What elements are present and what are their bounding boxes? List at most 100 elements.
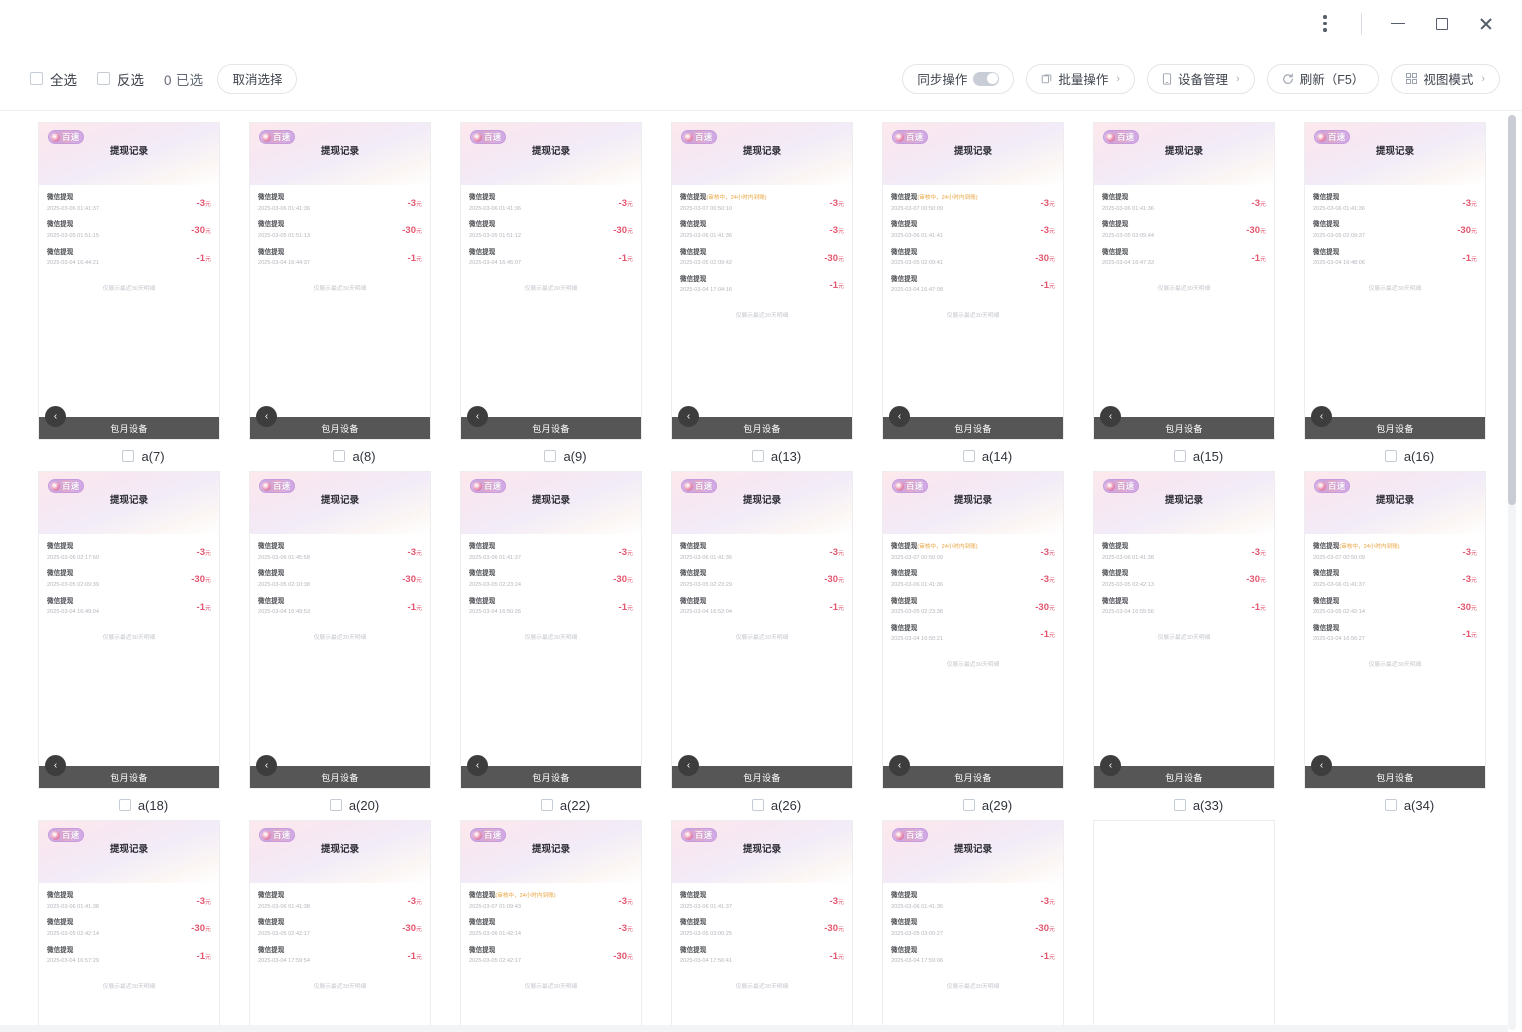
device-checkbox[interactable] (962, 450, 975, 462)
device-checkbox[interactable] (1384, 799, 1397, 811)
device-cell[interactable]: ⚡ 百速 提现记录 微信提现 2025-03-06 01:45:58 -3元 微… (249, 471, 460, 820)
device-cell[interactable]: ⚡ 百速 提现记录 微信提现(审核中，24小时内到账) 2025-03-07 0… (882, 471, 1093, 820)
device-label-row[interactable]: a(7) (38, 441, 249, 471)
device-cell[interactable]: ⚡ 百速 提现记录 微信提现 2025-03-06 01:41:37 -3元 微… (38, 122, 249, 471)
device-label-row[interactable]: a(33) (1093, 790, 1304, 820)
device-screen-preview[interactable]: ⚡ 百速 提现记录 微信提现 2025-03-06 01:41:37 -3元 微… (671, 820, 853, 1032)
amount-unit: 元 (204, 954, 211, 961)
device-checkbox[interactable] (540, 799, 553, 811)
device-screen-preview[interactable]: ⚡ 百速 提现记录 微信提现 2025-03-06 01:41:38 -3元 微… (38, 820, 220, 1032)
chevron-left-icon[interactable]: ‹ (1311, 406, 1332, 427)
device-label-row[interactable]: a(9) (460, 441, 671, 471)
device-label-row[interactable]: a(16) (1304, 441, 1515, 471)
device-checkbox[interactable] (118, 799, 131, 811)
device-cell[interactable]: ⚡ 百速 提现记录 微信提现 2025-03-06 01:41:36 -3元 微… (1304, 122, 1515, 471)
chevron-left-icon[interactable]: ‹ (256, 755, 277, 776)
device-grid-area[interactable]: ⚡ 百速 提现记录 微信提现 2025-03-06 01:41:37 -3元 微… (0, 111, 1522, 1032)
invert-selection-checkbox[interactable]: 反选 (97, 69, 144, 89)
device-label-row[interactable]: a(15) (1093, 441, 1304, 471)
chevron-left-icon[interactable]: ‹ (45, 406, 66, 427)
device-label-row[interactable]: a(22) (460, 790, 671, 820)
chevron-left-icon[interactable]: ‹ (1311, 755, 1332, 776)
chevron-left-icon[interactable]: ‹ (1100, 755, 1121, 776)
vertical-scrollbar-thumb[interactable] (1508, 115, 1516, 505)
chevron-left-icon[interactable]: ‹ (678, 406, 699, 427)
device-screen-preview[interactable]: ⚡ 百速 提现记录 微信提现 2025-03-06 01:41:36 -3元 微… (1304, 122, 1486, 440)
chevron-left-icon[interactable]: ‹ (889, 406, 910, 427)
device-screen-preview[interactable]: ⚡ 百速 提现记录 微信提现 2025-03-06 01:41:36 -3元 微… (671, 471, 853, 789)
device-cell[interactable]: ⚡ 百速 提现记录 微信提现(审核中，24小时内到账) 2025-03-07 0… (671, 122, 882, 471)
window-close-button[interactable] (1464, 9, 1508, 39)
add-device-card[interactable]: + 添加设备 (1093, 820, 1275, 1032)
device-label-row[interactable]: a(20) (249, 790, 460, 820)
device-screen-preview[interactable]: ⚡ 百速 提现记录 微信提现 2025-03-06 01:41:36 -3元 微… (1093, 122, 1275, 440)
device-cell[interactable]: ⚡ 百速 提现记录 微信提现 2025-03-06 01:41:36 -3元 微… (460, 122, 671, 471)
window-maximize-button[interactable] (1420, 9, 1464, 39)
device-checkbox[interactable] (1173, 450, 1186, 462)
device-cell[interactable]: ⚡ 百速 提现记录 微信提现(审核中，24小时内到账) 2025-03-07 0… (1304, 471, 1515, 820)
chevron-left-icon[interactable]: ‹ (678, 755, 699, 776)
device-checkbox[interactable] (751, 799, 764, 811)
device-screen-preview[interactable]: ⚡ 百速 提现记录 微信提现 2025-03-06 01:41:38 -3元 微… (1093, 471, 1275, 789)
select-all-checkbox[interactable]: 全选 (30, 69, 77, 89)
chevron-left-icon[interactable]: ‹ (45, 755, 66, 776)
device-checkbox[interactable] (333, 450, 346, 462)
device-screen-preview[interactable]: ⚡ 百速 提现记录 微信提现(审核中，24小时内到账) 2025-03-07 0… (882, 122, 1064, 440)
device-cell[interactable]: ⚡ 百速 提现记录 微信提现(审核中，24小时内到账) 2025-03-07 0… (460, 820, 671, 1032)
vertical-scrollbar-track[interactable] (1508, 115, 1516, 1030)
device-cell[interactable]: ⚡ 百速 提现记录 微信提现 2025-03-06 01:41:38 -3元 微… (1093, 471, 1304, 820)
chevron-left-icon[interactable]: ‹ (1100, 406, 1121, 427)
chevron-left-icon[interactable]: ‹ (467, 755, 488, 776)
device-screen-preview[interactable]: ⚡ 百速 提现记录 微信提现 2025-03-06 01:41:36 -3元 微… (249, 122, 431, 440)
device-cell[interactable]: ⚡ 百速 提现记录 微信提现 2025-03-06 01:41:36 -3元 微… (249, 122, 460, 471)
device-cell[interactable]: ⚡ 百速 提现记录 微信提现 2025-03-06 01:41:38 -3元 微… (249, 820, 460, 1032)
device-cell[interactable]: ⚡ 百速 提现记录 微信提现 2025-03-06 01:41:36 -3元 微… (671, 471, 882, 820)
device-cell[interactable]: ⚡ 百速 提现记录 微信提现 2025-03-06 01:41:36 -3元 微… (1093, 122, 1304, 471)
device-label-row[interactable]: a(14) (882, 441, 1093, 471)
view-mode-button[interactable]: 视图模式 › (1391, 63, 1500, 94)
device-checkbox[interactable] (1384, 450, 1397, 462)
device-screen-preview[interactable]: ⚡ 百速 提现记录 微信提现 2025-03-06 01:41:37 -3元 微… (460, 471, 642, 789)
device-checkbox[interactable] (751, 450, 764, 462)
device-screen-preview[interactable]: ⚡ 百速 提现记录 微信提现(审核中，24小时内到账) 2025-03-07 0… (671, 122, 853, 440)
device-screen-preview[interactable]: ⚡ 百速 提现记录 微信提现 2025-03-06 02:17:50 -3元 微… (38, 471, 220, 789)
device-cell[interactable]: ⚡ 百速 提现记录 微信提现 2025-03-06 01:41:38 -3元 微… (38, 820, 249, 1032)
device-screen-preview[interactable]: ⚡ 百速 提现记录 微信提现 2025-03-06 01:41:37 -3元 微… (38, 122, 220, 440)
chevron-left-icon[interactable]: ‹ (256, 406, 277, 427)
horizontal-scrollbar-track[interactable] (0, 1025, 1508, 1032)
device-cell[interactable]: ⚡ 百速 提现记录 微信提现 2025-03-06 01:41:36 -3元 微… (882, 820, 1093, 1032)
chevron-left-icon[interactable]: ‹ (467, 406, 488, 427)
device-screen-preview[interactable]: ⚡ 百速 提现记录 微信提现(审核中，24小时内到账) 2025-03-07 0… (882, 471, 1064, 789)
window-minimize-button[interactable] (1376, 9, 1420, 39)
device-screen-preview[interactable]: ⚡ 百速 提现记录 微信提现 2025-03-06 01:41:36 -3元 微… (460, 122, 642, 440)
device-management-button[interactable]: 设备管理 › (1147, 63, 1255, 94)
device-screen-preview[interactable]: ⚡ 百速 提现记录 微信提现 2025-03-06 01:41:36 -3元 微… (882, 820, 1064, 1032)
toggle-switch-icon[interactable] (973, 71, 1000, 86)
sync-operation-toggle[interactable]: 同步操作 (902, 63, 1015, 94)
device-cell[interactable]: ⚡ 百速 提现记录 微信提现 2025-03-06 01:41:37 -3元 微… (460, 471, 671, 820)
device-screen-preview[interactable]: ⚡ 百速 提现记录 微信提现(审核中，24小时内到账) 2025-03-07 0… (1304, 471, 1486, 789)
device-cell[interactable]: ⚡ 百速 提现记录 微信提现 2025-03-06 01:41:37 -3元 微… (671, 820, 882, 1032)
device-screen-preview[interactable]: ⚡ 百速 提现记录 微信提现 2025-03-06 01:45:58 -3元 微… (249, 471, 431, 789)
device-screen-preview[interactable]: ⚡ 百速 提现记录 微信提现 2025-03-06 01:41:38 -3元 微… (249, 820, 431, 1032)
device-checkbox[interactable] (122, 450, 135, 462)
device-checkbox[interactable] (1173, 799, 1186, 811)
window-menu-button[interactable] (1303, 9, 1347, 39)
add-device-cell[interactable]: + 添加设备 (1093, 820, 1304, 1032)
refresh-button[interactable]: 刷新（F5） (1266, 63, 1380, 94)
device-checkbox[interactable] (962, 799, 975, 811)
batch-operation-button[interactable]: 批量操作 › (1026, 63, 1136, 94)
device-screen-preview[interactable]: ⚡ 百速 提现记录 微信提现(审核中，24小时内到账) 2025-03-07 0… (460, 820, 642, 1032)
chevron-left-icon[interactable]: ‹ (889, 755, 910, 776)
cancel-select-button[interactable]: 取消选择 (217, 63, 298, 94)
device-cell[interactable]: ⚡ 百速 提现记录 微信提现 2025-03-06 02:17:50 -3元 微… (38, 471, 249, 820)
device-label-row[interactable]: a(8) (249, 441, 460, 471)
device-cell[interactable]: ⚡ 百速 提现记录 微信提现(审核中，24小时内到账) 2025-03-07 0… (882, 122, 1093, 471)
device-label-row[interactable]: a(13) (671, 441, 882, 471)
device-checkbox[interactable] (544, 450, 557, 462)
device-label-row[interactable]: a(34) (1304, 790, 1515, 820)
device-checkbox[interactable] (329, 799, 342, 811)
device-label-row[interactable]: a(18) (38, 790, 249, 820)
device-label-row[interactable]: a(26) (671, 790, 882, 820)
device-label-row[interactable]: a(29) (882, 790, 1093, 820)
